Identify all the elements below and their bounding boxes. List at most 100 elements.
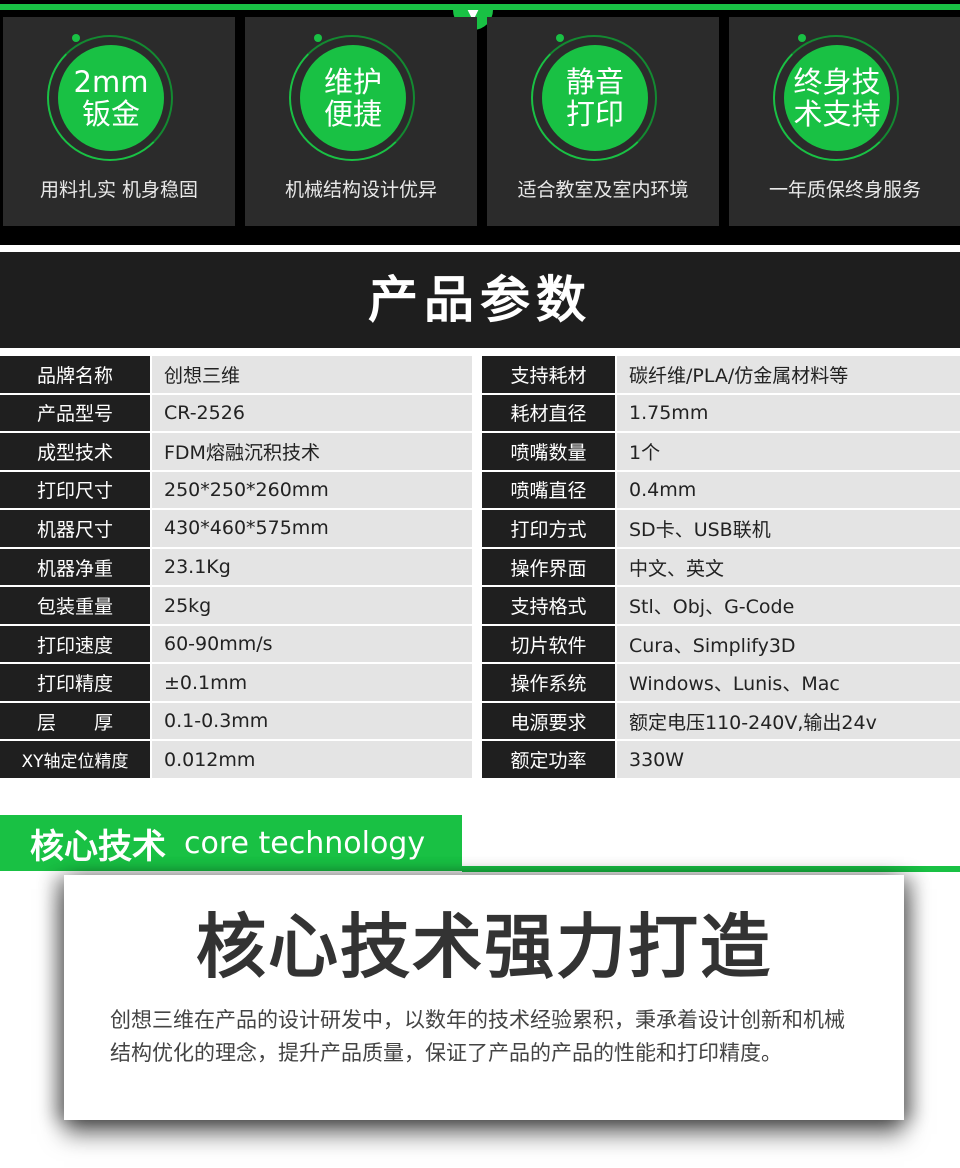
feature-card: 静音 打印 适合教室及室内环境	[487, 17, 719, 226]
table-row: XY轴定位精度 0.012mm	[0, 741, 472, 779]
param-value: 330W	[617, 741, 960, 779]
param-label: 操作界面	[482, 548, 615, 586]
table-row: 机器净重 23.1Kg	[0, 548, 472, 586]
badge-line: 打印	[565, 97, 624, 131]
table-row: 包装重量 25kg	[0, 587, 472, 624]
feature-badge: 维护 便捷	[300, 45, 406, 151]
green-divider	[462, 866, 960, 872]
table-row: 额定功率 330W	[482, 741, 960, 779]
feature-caption: 适合教室及室内环境	[517, 179, 689, 201]
table-row: 打印精度 ±0.1mm	[0, 664, 472, 701]
table-row: 层 厚 0.1-0.3mm	[0, 702, 472, 740]
param-value: 1个	[617, 433, 960, 470]
param-label: 层 厚	[0, 702, 150, 740]
table-row: 操作系统 Windows、Lunis、Mac	[482, 664, 960, 701]
ring-dot	[798, 34, 806, 42]
table-row: 支持格式 Stl、Obj、G-Code	[482, 587, 960, 624]
feature-caption: 用料扎实 机身稳固	[39, 179, 199, 201]
param-label: 电源要求	[482, 702, 615, 740]
feature-caption: 机械结构设计优异	[284, 179, 437, 201]
param-label: 打印尺寸	[0, 471, 150, 509]
param-label: 喷嘴直径	[482, 471, 615, 509]
table-row: 打印方式 SD卡、USB联机	[482, 510, 960, 547]
badge-line: 钣金	[81, 97, 140, 131]
feature-card: 终身技 术支持 一年质保终身服务	[729, 17, 960, 226]
feature-card: 2mm 钣金 用料扎实 机身稳固	[3, 17, 235, 226]
param-value: 430*460*575mm	[152, 510, 472, 547]
param-value: Stl、Obj、G-Code	[617, 587, 960, 624]
badge-line: 便捷	[323, 97, 382, 131]
param-value: 额定电压110-240V,输出24v	[617, 702, 960, 740]
core-card: 核心技术强力打造 创想三维在产品的设计研发中，以数年的技术经验累积，秉承着设计创…	[64, 875, 904, 1120]
ring-decoration	[531, 35, 657, 161]
param-value: FDM熔融沉积技术	[152, 433, 472, 470]
table-row: 成型技术 FDM熔融沉积技术	[0, 433, 472, 470]
table-row: 机器尺寸 430*460*575mm	[0, 510, 472, 547]
table-row: 喷嘴直径 0.4mm	[482, 471, 960, 509]
param-label: 机器净重	[0, 548, 150, 586]
table-row: 切片软件 Cura、Simplify3D	[482, 625, 960, 663]
feature-card: 维护 便捷 机械结构设计优异	[245, 17, 477, 226]
feature-badge: 静音 打印	[542, 45, 648, 151]
core-heading: 核心技术强力打造	[196, 906, 772, 988]
core-body: 创想三维在产品的设计研发中，以数年的技术经验累积，秉承着设计创新和机械结构优化的…	[110, 1008, 845, 1065]
param-value: CR-2526	[152, 394, 472, 432]
table-row: 耗材直径 1.75mm	[482, 394, 960, 432]
ring-dot	[314, 34, 322, 42]
ring-dot	[72, 34, 80, 42]
param-label: 包装重量	[0, 587, 150, 624]
param-value: 碳纤维/PLA/仿金属材料等	[617, 356, 960, 393]
core-technology-tab: 核心技术 core technology	[0, 815, 462, 871]
param-label: 打印方式	[482, 510, 615, 547]
param-value: 创想三维	[152, 356, 472, 393]
badge-line: 2mm	[73, 65, 149, 99]
param-value: 中文、英文	[617, 548, 960, 586]
core-title-cn: 核心技术	[30, 826, 166, 867]
param-label: 成型技术	[0, 433, 150, 470]
feature-badge: 2mm 钣金	[58, 45, 164, 151]
params-title: 产品参数	[0, 252, 960, 348]
param-label: 品牌名称	[0, 356, 150, 393]
ring-decoration	[773, 35, 899, 161]
table-row: 打印尺寸 250*250*260mm	[0, 471, 472, 509]
table-row: 品牌名称 创想三维	[0, 356, 472, 393]
feature-badge: 终身技 术支持	[784, 45, 890, 151]
param-value: 0.4mm	[617, 471, 960, 509]
ring-dot	[556, 34, 564, 42]
param-value: 250*250*260mm	[152, 471, 472, 509]
param-value: Cura、Simplify3D	[617, 625, 960, 663]
ring-decoration	[289, 35, 415, 161]
param-label: 切片软件	[482, 625, 615, 663]
param-label: 操作系统	[482, 664, 615, 701]
param-value: 1.75mm	[617, 394, 960, 432]
param-label: 额定功率	[482, 741, 615, 779]
param-value: Windows、Lunis、Mac	[617, 664, 960, 701]
param-value: 60-90mm/s	[152, 625, 472, 663]
param-value: SD卡、USB联机	[617, 510, 960, 547]
table-row: 电源要求 额定电压110-240V,输出24v	[482, 702, 960, 740]
table-row: 喷嘴数量 1个	[482, 433, 960, 470]
badge-line: 终身技	[793, 65, 881, 99]
table-row: 操作界面 中文、英文	[482, 548, 960, 586]
param-value: ±0.1mm	[152, 664, 472, 701]
feature-caption: 一年质保终身服务	[768, 179, 921, 201]
badge-line: 静音	[565, 65, 624, 99]
core-title-en: core technology	[184, 825, 426, 861]
param-label: XY轴定位精度	[0, 741, 150, 779]
param-value: 0.1-0.3mm	[152, 702, 472, 740]
param-label: 打印速度	[0, 625, 150, 663]
table-row: 支持耗材 碳纤维/PLA/仿金属材料等	[482, 356, 960, 393]
table-row: 打印速度 60-90mm/s	[0, 625, 472, 663]
ring-decoration	[47, 35, 173, 161]
param-value: 0.012mm	[152, 741, 472, 779]
param-label: 机器尺寸	[0, 510, 150, 547]
param-label: 支持格式	[482, 587, 615, 624]
badge-line: 术支持	[793, 97, 881, 131]
param-value: 23.1Kg	[152, 548, 472, 586]
param-label: 喷嘴数量	[482, 433, 615, 470]
param-label: 支持耗材	[482, 356, 615, 393]
badge-line: 维护	[323, 65, 382, 99]
params-table-right: 支持耗材 碳纤维/PLA/仿金属材料等 耗材直径 1.75mm 喷嘴数量 1个 喷嘴直径 0.…	[482, 356, 960, 779]
param-label: 打印精度	[0, 664, 150, 701]
param-value: 25kg	[152, 587, 472, 624]
